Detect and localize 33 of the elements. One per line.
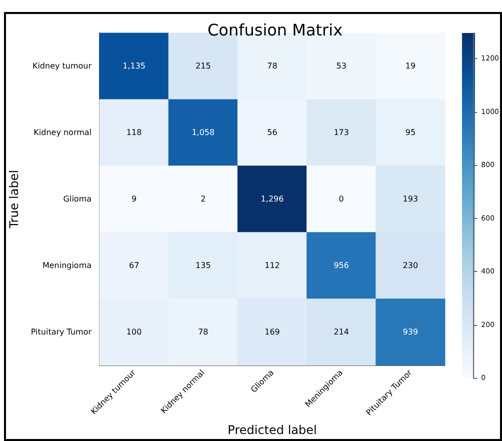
y-tick-label: Glioma bbox=[63, 194, 92, 204]
data-label: 1,135 bbox=[122, 62, 146, 71]
data-label: 230 bbox=[402, 261, 418, 270]
data-label: 2 bbox=[200, 194, 206, 204]
data-label: 56 bbox=[267, 128, 278, 138]
data-label: 173 bbox=[334, 128, 349, 138]
data-label: 956 bbox=[334, 261, 349, 270]
data-label: 112 bbox=[264, 261, 280, 270]
data-label: 193 bbox=[402, 194, 418, 204]
data-label: 9 bbox=[132, 194, 137, 204]
data-label: 67 bbox=[128, 261, 140, 270]
chart-title: Confusion Matrix bbox=[207, 20, 343, 40]
y-tick-label: Kidney normal bbox=[34, 128, 92, 138]
y-axis-title: True label bbox=[7, 170, 21, 230]
y-tick-label: Kidney tumour bbox=[32, 62, 92, 71]
data-label: 135 bbox=[196, 261, 211, 270]
data-label: 78 bbox=[267, 62, 278, 71]
data-label: 1,296 bbox=[260, 194, 284, 204]
data-label: 53 bbox=[336, 62, 346, 71]
data-label: 100 bbox=[126, 328, 142, 337]
data-label: 95 bbox=[405, 128, 416, 138]
data-label: 215 bbox=[196, 62, 211, 71]
data-label: 1,058 bbox=[192, 128, 215, 138]
data-label: 0 bbox=[338, 194, 344, 204]
data-label: 939 bbox=[402, 328, 418, 337]
data-label: 214 bbox=[334, 328, 349, 337]
data-label: 118 bbox=[126, 128, 142, 138]
data-label: 169 bbox=[264, 328, 280, 337]
x-axis-title: Predicted label bbox=[228, 423, 317, 437]
y-tick-label: Meningioma bbox=[42, 261, 92, 270]
data-label: 19 bbox=[405, 62, 416, 71]
data-label: 78 bbox=[198, 328, 208, 337]
y-tick-label: Pituitary Tumor bbox=[30, 328, 92, 337]
